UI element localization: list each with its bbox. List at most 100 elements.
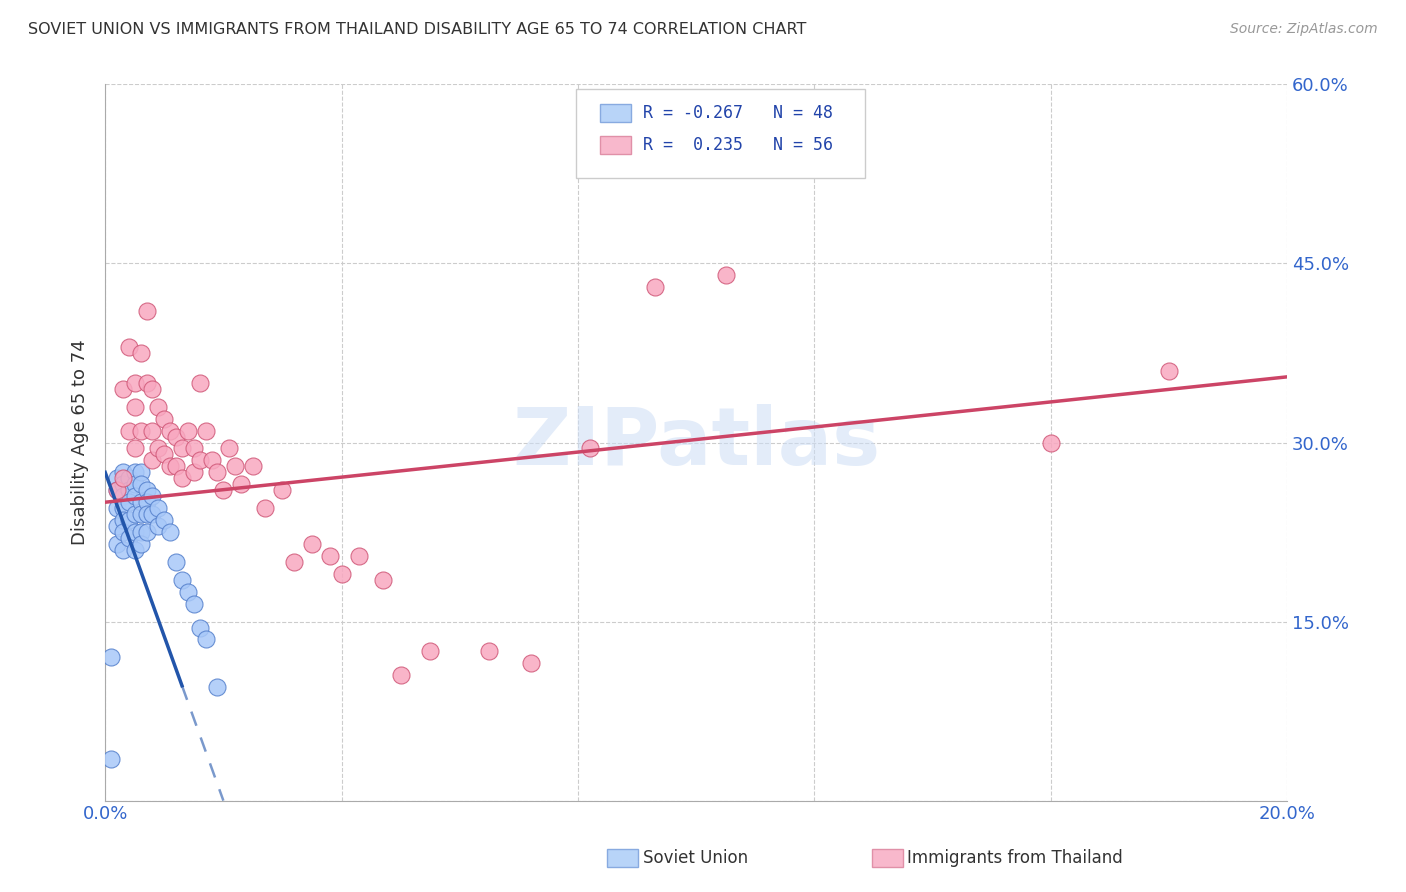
Point bbox=[124, 376, 146, 390]
Point bbox=[105, 501, 128, 516]
Text: Immigrants from Thailand: Immigrants from Thailand bbox=[907, 849, 1122, 867]
Point bbox=[330, 566, 353, 581]
Point bbox=[111, 501, 134, 516]
Point bbox=[129, 477, 152, 491]
Point bbox=[207, 680, 229, 694]
Point bbox=[129, 466, 152, 480]
Point bbox=[118, 483, 141, 498]
Point bbox=[283, 555, 305, 569]
Point bbox=[129, 346, 152, 360]
Point bbox=[118, 471, 141, 485]
Point bbox=[207, 466, 229, 480]
Point bbox=[118, 513, 141, 527]
Point bbox=[153, 411, 176, 425]
Point bbox=[301, 537, 323, 551]
Point bbox=[111, 466, 134, 480]
Point bbox=[111, 471, 134, 485]
Point bbox=[177, 424, 200, 438]
Point bbox=[135, 304, 157, 318]
Point bbox=[124, 466, 146, 480]
Point bbox=[159, 424, 181, 438]
Point bbox=[135, 495, 157, 509]
Point bbox=[165, 429, 187, 443]
Point bbox=[177, 584, 200, 599]
Point bbox=[124, 477, 146, 491]
Y-axis label: Disability Age 65 to 74: Disability Age 65 to 74 bbox=[72, 340, 89, 545]
Point bbox=[124, 442, 146, 456]
Point bbox=[135, 483, 157, 498]
Point bbox=[118, 340, 141, 354]
Point bbox=[129, 507, 152, 521]
Point bbox=[105, 537, 128, 551]
Point bbox=[803, 155, 825, 169]
Point bbox=[1039, 435, 1062, 450]
Point bbox=[170, 573, 193, 587]
Point bbox=[188, 621, 211, 635]
Text: R = -0.267   N = 48: R = -0.267 N = 48 bbox=[643, 104, 832, 122]
Point bbox=[159, 459, 181, 474]
Point bbox=[105, 471, 128, 485]
Point bbox=[218, 442, 240, 456]
Point bbox=[644, 280, 666, 294]
Point bbox=[519, 657, 541, 671]
Point bbox=[129, 537, 152, 551]
Point bbox=[714, 268, 737, 283]
Point bbox=[194, 424, 217, 438]
Point bbox=[212, 483, 235, 498]
Point bbox=[229, 477, 252, 491]
Point bbox=[135, 524, 157, 539]
Point bbox=[124, 543, 146, 558]
Point bbox=[141, 489, 163, 503]
Point bbox=[194, 632, 217, 647]
Point bbox=[165, 459, 187, 474]
Point bbox=[200, 453, 222, 467]
Point bbox=[578, 442, 600, 456]
Point bbox=[478, 644, 501, 658]
Point bbox=[141, 424, 163, 438]
Point bbox=[135, 507, 157, 521]
Point bbox=[148, 519, 170, 533]
Point bbox=[371, 573, 394, 587]
Point bbox=[153, 513, 176, 527]
Point bbox=[141, 453, 163, 467]
Point bbox=[148, 501, 170, 516]
Point bbox=[124, 507, 146, 521]
Point bbox=[124, 524, 146, 539]
Point bbox=[242, 459, 264, 474]
Point bbox=[118, 424, 141, 438]
Text: SOVIET UNION VS IMMIGRANTS FROM THAILAND DISABILITY AGE 65 TO 74 CORRELATION CHA: SOVIET UNION VS IMMIGRANTS FROM THAILAND… bbox=[28, 22, 807, 37]
Point bbox=[319, 549, 342, 563]
Text: R =  0.235   N = 56: R = 0.235 N = 56 bbox=[643, 136, 832, 154]
Text: ZIPatlas: ZIPatlas bbox=[512, 403, 880, 482]
Point bbox=[111, 489, 134, 503]
Point bbox=[129, 424, 152, 438]
Point bbox=[253, 501, 276, 516]
Point bbox=[389, 668, 412, 682]
Point bbox=[165, 555, 187, 569]
Point bbox=[1157, 364, 1180, 378]
Point bbox=[124, 489, 146, 503]
Point bbox=[129, 524, 152, 539]
Point bbox=[111, 543, 134, 558]
Point bbox=[153, 447, 176, 461]
Point bbox=[118, 531, 141, 545]
Point bbox=[105, 519, 128, 533]
Point bbox=[419, 644, 441, 658]
Point bbox=[111, 524, 134, 539]
Point bbox=[111, 513, 134, 527]
Point bbox=[105, 483, 128, 498]
Point bbox=[170, 471, 193, 485]
Point bbox=[141, 507, 163, 521]
Point bbox=[349, 549, 371, 563]
Point bbox=[129, 495, 152, 509]
Point bbox=[111, 477, 134, 491]
Point bbox=[188, 453, 211, 467]
Point bbox=[183, 442, 205, 456]
Text: Source: ZipAtlas.com: Source: ZipAtlas.com bbox=[1230, 22, 1378, 37]
Point bbox=[124, 400, 146, 414]
Text: Soviet Union: Soviet Union bbox=[643, 849, 748, 867]
Point bbox=[148, 442, 170, 456]
Point bbox=[100, 650, 122, 665]
Point bbox=[188, 376, 211, 390]
Point bbox=[183, 597, 205, 611]
